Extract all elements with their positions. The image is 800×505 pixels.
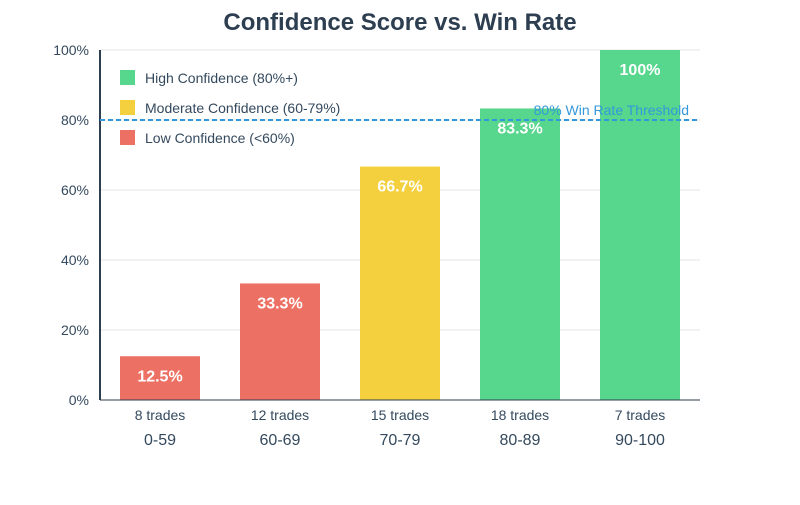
y-tick-label: 100% bbox=[53, 42, 89, 58]
y-tick-label: 0% bbox=[69, 392, 89, 408]
x-tick-label: 70-79 bbox=[380, 432, 421, 449]
bar-sublabel: 12 trades bbox=[251, 407, 309, 423]
x-tick-label: 90-100 bbox=[615, 432, 665, 449]
bar bbox=[240, 283, 320, 400]
legend: High Confidence (80%+) Moderate Confidenc… bbox=[120, 70, 340, 146]
bar-sublabel: 15 trades bbox=[371, 407, 429, 423]
threshold: 80% Win Rate Threshold bbox=[100, 102, 700, 121]
legend-swatch bbox=[120, 130, 135, 145]
bar-value-label: 33.3% bbox=[257, 295, 302, 312]
legend-label: Low Confidence (<60%) bbox=[145, 130, 295, 146]
x-tick-label: 0-59 bbox=[144, 432, 176, 449]
bars: 12.5% 33.3% 66.7% 83.3% 100% bbox=[120, 50, 680, 400]
legend-swatch bbox=[120, 70, 135, 85]
legend-swatch bbox=[120, 100, 135, 115]
chart-title: Confidence Score vs. Win Rate bbox=[223, 9, 576, 36]
legend-label: Moderate Confidence (60-79%) bbox=[145, 100, 340, 116]
bar bbox=[360, 166, 440, 400]
bar bbox=[480, 108, 560, 400]
bar-sublabel: 7 trades bbox=[615, 407, 666, 423]
axes: 0% 20% 40% 60% 80% 100% 8 trades 0-59 12 trades 6… bbox=[53, 42, 700, 449]
bar-value-label: 66.7% bbox=[377, 179, 422, 196]
x-tick-label: 80-89 bbox=[500, 432, 541, 449]
y-tick-label: 80% bbox=[61, 112, 89, 128]
bar-value-label: 12.5% bbox=[137, 368, 182, 385]
bar-sublabel: 8 trades bbox=[135, 407, 186, 423]
bar bbox=[120, 356, 200, 400]
bar-value-label: 100% bbox=[620, 62, 661, 79]
bar-sublabel: 18 trades bbox=[491, 407, 549, 423]
legend-label: High Confidence (80%+) bbox=[145, 70, 298, 86]
bar-value-label: 83.3% bbox=[497, 120, 542, 137]
y-tick-label: 40% bbox=[61, 252, 89, 268]
x-tick-label: 60-69 bbox=[260, 432, 301, 449]
threshold-label: 80% Win Rate Threshold bbox=[534, 102, 689, 118]
y-tick-label: 60% bbox=[61, 182, 89, 198]
y-tick-label: 20% bbox=[61, 322, 89, 338]
bar bbox=[600, 50, 680, 400]
